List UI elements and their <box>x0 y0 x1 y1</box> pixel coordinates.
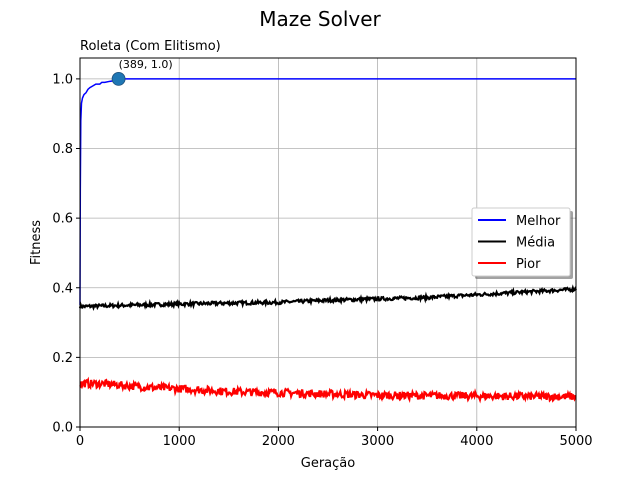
y-tick-label: 0.4 <box>52 281 73 296</box>
x-tick-label: 0 <box>76 434 84 449</box>
annotation-marker <box>111 71 126 86</box>
legend-box <box>471 207 571 277</box>
legend-label: Pior <box>516 257 541 272</box>
series-pior-line <box>79 376 577 404</box>
chart-subtitle: Roleta (Com Elitismo) <box>80 39 221 54</box>
x-tick-label: 2000 <box>262 434 295 449</box>
y-tick-label: 0.0 <box>52 421 73 436</box>
y-tick-label: 0.6 <box>52 212 73 227</box>
x-tick-label: 5000 <box>559 434 592 449</box>
legend-label: Melhor <box>516 214 561 229</box>
plot-area <box>78 78 577 404</box>
x-axis-label: Geração <box>301 456 355 471</box>
plot-frame <box>79 57 577 428</box>
y-tick-label: 1.0 <box>52 72 73 87</box>
x-tick-label: 4000 <box>460 434 493 449</box>
series-mdia-line <box>78 284 577 312</box>
y-tick-label: 0.8 <box>52 142 73 157</box>
chart-title: Maze Solver <box>259 7 381 31</box>
y-tick-label: 0.2 <box>52 351 73 366</box>
x-tick-label: 3000 <box>361 434 394 449</box>
axis-ticks: 0 1000 2000 3000 4000 5000 0.0 0.2 0.4 0.6 0.8 1.0 <box>52 72 592 449</box>
series-melhor-line <box>79 78 576 306</box>
legend-label: Média <box>516 236 555 251</box>
y-axis-label: Fitness <box>29 220 44 265</box>
legend: Melhor Média Pior <box>471 207 573 279</box>
annotation-label: (389, 1.0) <box>119 58 173 71</box>
annotations: (389, 1.0) <box>111 58 173 86</box>
x-tick-label: 1000 <box>163 434 196 449</box>
